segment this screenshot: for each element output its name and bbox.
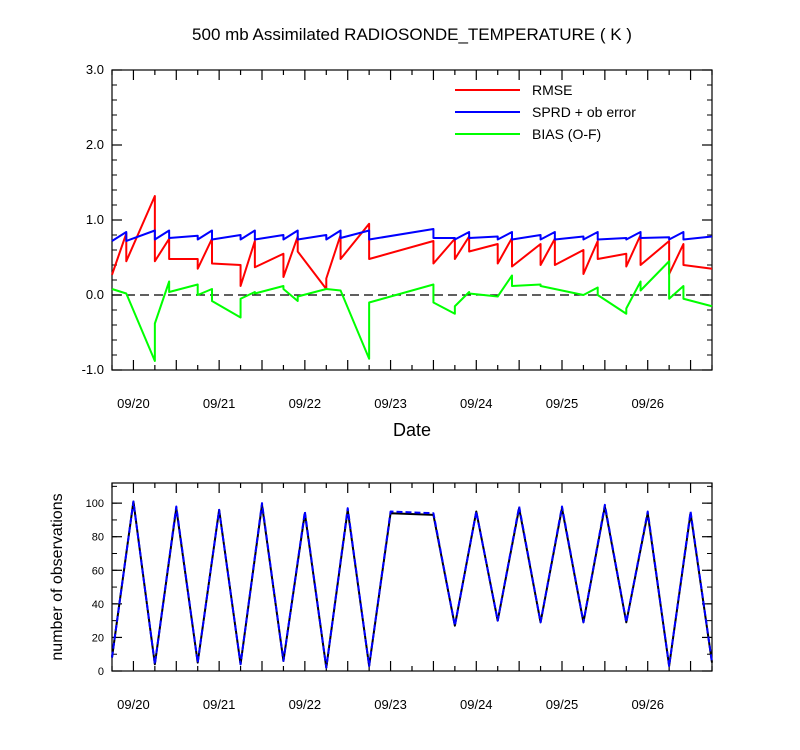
x-tick-label: 09/25 — [546, 396, 579, 411]
bottom-plot-frame — [111, 482, 713, 672]
y-tick-label: 0.0 — [86, 287, 104, 302]
x-tick-label: 09/26 — [631, 396, 664, 411]
x-tick-label: 09/20 — [117, 396, 150, 411]
y-tick-label: 60 — [92, 565, 104, 577]
series-line-total — [111, 500, 713, 669]
bottom-ticks — [111, 483, 713, 672]
bottom-y-tick-labels: 0 20 40 60 80 100 — [86, 498, 104, 678]
chart-title: 500 mb Assimilated RADIOSONDE_TEMPERATUR… — [192, 25, 632, 44]
series-line-rmse — [111, 195, 713, 290]
x-tick-label: 09/20 — [117, 697, 150, 712]
bottom-x-tick-labels: 09/20 09/21 09/22 09/23 09/24 09/25 09/26 — [117, 697, 664, 712]
y-tick-label: 1.0 — [86, 212, 104, 227]
series-line-assimilated — [111, 500, 713, 669]
x-tick-label: 09/24 — [460, 697, 493, 712]
y-axis-label-observations: number of observations — [49, 493, 66, 660]
series-line-bias-o-f — [111, 260, 713, 362]
x-tick-label: 09/21 — [203, 697, 236, 712]
series-line-sprd-ob-error — [111, 228, 713, 242]
legend-label: BIAS (O-F) — [532, 126, 601, 142]
x-tick-label: 09/26 — [631, 697, 664, 712]
legend-label: RMSE — [532, 82, 572, 98]
y-tick-label: 0 — [98, 666, 104, 678]
y-tick-label: 80 — [92, 532, 104, 544]
legend: RMSE SPRD + ob error BIAS (O-F) — [455, 82, 636, 142]
x-tick-label: 09/23 — [374, 396, 407, 411]
top-y-tick-labels: -1.0 0.0 1.0 2.0 3.0 — [82, 62, 104, 377]
rmse-spread-bias-chart: -1.00.01.02.03.0 09/20 09/21 09/22 09/23 09/… — [82, 62, 713, 411]
y-tick-label: -1.0 — [82, 362, 104, 377]
legend-label: SPRD + ob error — [532, 104, 636, 120]
y-tick-label: 20 — [92, 632, 104, 644]
y-tick-label: 3.0 — [86, 62, 104, 77]
y-tick-label: 100 — [86, 498, 104, 510]
top-ticks — [111, 69, 713, 371]
top-x-tick-labels: 09/20 09/21 09/22 09/23 09/24 09/25 09/26 — [117, 396, 664, 411]
x-tick-label: 09/24 — [460, 396, 493, 411]
x-axis-label: Date — [393, 420, 431, 440]
y-tick-label: 2.0 — [86, 137, 104, 152]
bottom-series-lines — [111, 500, 713, 669]
x-tick-label: 09/22 — [289, 396, 322, 411]
top-series-lines — [111, 195, 713, 362]
x-tick-label: 09/22 — [289, 697, 322, 712]
x-tick-label: 09/23 — [374, 697, 407, 712]
x-tick-label: 09/21 — [203, 396, 236, 411]
x-tick-label: 09/25 — [546, 697, 579, 712]
y-tick-label: 40 — [92, 599, 104, 611]
